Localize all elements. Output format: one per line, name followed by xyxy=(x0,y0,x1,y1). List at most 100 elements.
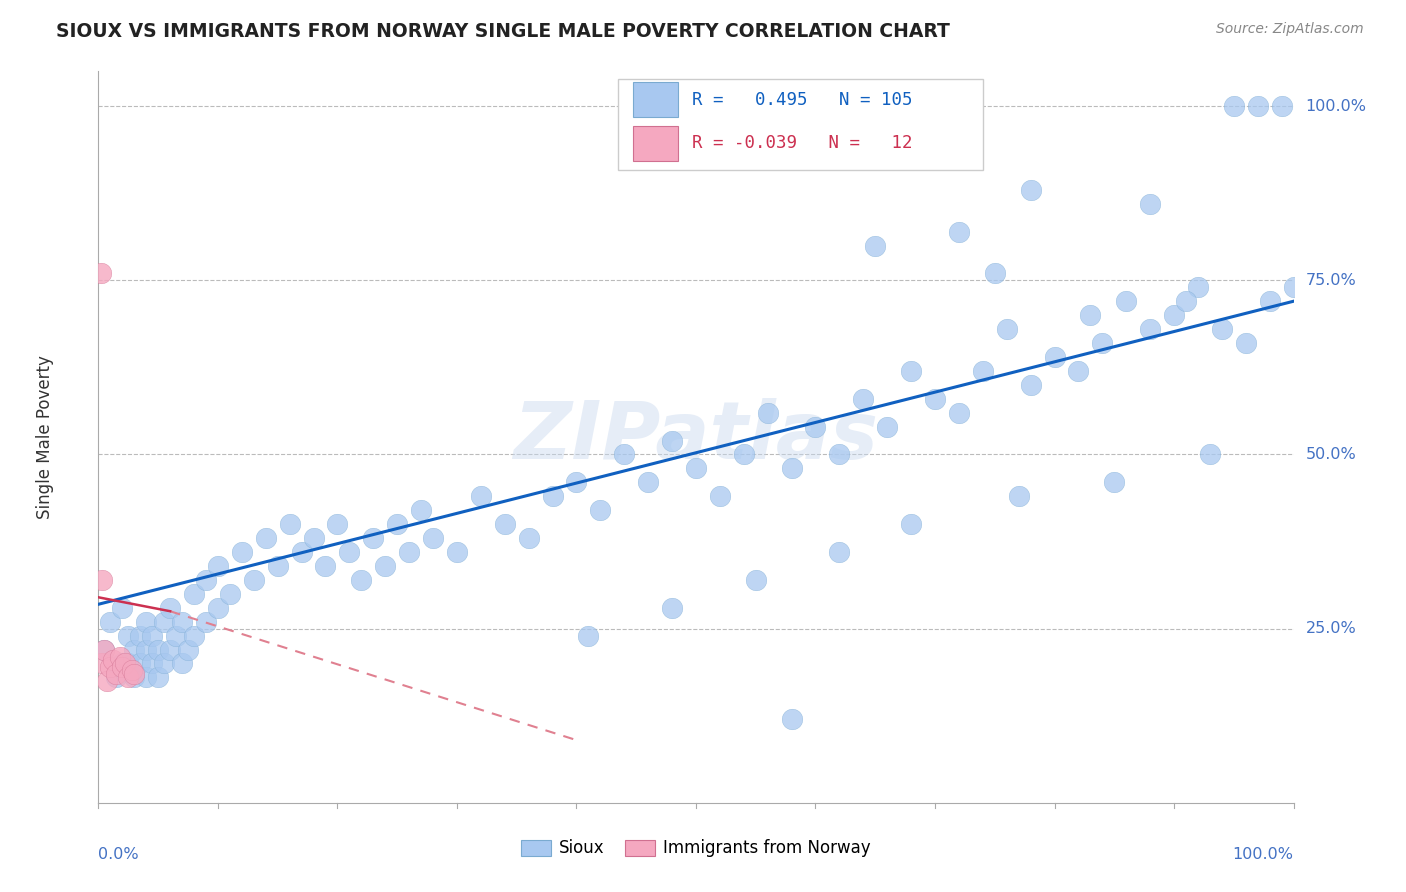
Point xyxy=(411,503,433,517)
Point xyxy=(153,657,176,671)
Point xyxy=(207,558,229,573)
Point xyxy=(159,642,181,657)
Text: 100.0%: 100.0% xyxy=(1306,99,1367,113)
Point xyxy=(828,545,851,559)
Point xyxy=(117,629,139,643)
Point xyxy=(363,531,385,545)
Point xyxy=(972,364,994,378)
Point xyxy=(1271,99,1294,113)
Point xyxy=(661,434,683,448)
Point xyxy=(1019,183,1042,197)
Point xyxy=(1187,280,1209,294)
Point xyxy=(470,489,492,503)
Point xyxy=(291,545,314,559)
Text: R = -0.039   N =   12: R = -0.039 N = 12 xyxy=(692,135,912,153)
Point xyxy=(398,545,420,559)
Point xyxy=(1223,99,1246,113)
Point xyxy=(733,448,755,462)
Point xyxy=(117,670,139,684)
Point xyxy=(231,545,253,559)
Point xyxy=(195,615,218,629)
Point xyxy=(195,573,218,587)
Point xyxy=(135,615,157,629)
Point xyxy=(900,517,922,532)
Point xyxy=(1211,322,1233,336)
Point xyxy=(1067,364,1090,378)
Point xyxy=(207,600,229,615)
Point xyxy=(780,712,803,726)
Point xyxy=(756,406,779,420)
Point xyxy=(948,225,970,239)
Point xyxy=(183,629,205,643)
Text: 25.0%: 25.0% xyxy=(1306,621,1357,636)
Point xyxy=(148,642,170,657)
Point xyxy=(828,448,851,462)
Point xyxy=(589,503,612,517)
Point xyxy=(1080,308,1102,322)
Point xyxy=(153,615,176,629)
Point xyxy=(90,266,112,280)
Point xyxy=(165,629,187,643)
Point xyxy=(804,419,827,434)
Point xyxy=(1199,448,1222,462)
Point xyxy=(111,657,134,671)
Point xyxy=(422,531,444,545)
Point xyxy=(446,545,468,559)
Text: 50.0%: 50.0% xyxy=(1306,447,1357,462)
Point xyxy=(900,364,922,378)
Point xyxy=(852,392,875,406)
Point xyxy=(517,531,540,545)
Point xyxy=(924,392,946,406)
Point xyxy=(326,517,349,532)
Point xyxy=(159,600,181,615)
Point xyxy=(111,600,134,615)
Point xyxy=(135,642,157,657)
Point xyxy=(1091,336,1114,351)
Point xyxy=(1104,475,1126,490)
Text: R =   0.495   N = 105: R = 0.495 N = 105 xyxy=(692,90,912,109)
Text: 0.0%: 0.0% xyxy=(98,847,139,862)
Point xyxy=(177,642,200,657)
Point xyxy=(129,629,152,643)
Point xyxy=(148,670,170,684)
Point xyxy=(385,517,409,532)
Point xyxy=(541,489,564,503)
Point xyxy=(124,642,146,657)
Point xyxy=(172,657,194,671)
Point xyxy=(267,558,290,573)
Bar xyxy=(633,126,678,161)
Point xyxy=(108,649,131,664)
Point xyxy=(1282,280,1305,294)
Point xyxy=(124,670,146,684)
Point xyxy=(374,558,396,573)
Point xyxy=(1019,377,1042,392)
Point xyxy=(995,322,1018,336)
Point xyxy=(121,664,143,678)
Point xyxy=(1163,308,1185,322)
Point xyxy=(96,673,118,688)
Point xyxy=(780,461,803,475)
Text: SIOUX VS IMMIGRANTS FROM NORWAY SINGLE MALE POVERTY CORRELATION CHART: SIOUX VS IMMIGRANTS FROM NORWAY SINGLE M… xyxy=(56,22,950,41)
Text: Single Male Poverty: Single Male Poverty xyxy=(35,355,53,519)
Point xyxy=(1175,294,1198,309)
Point xyxy=(876,419,898,434)
Text: ZIPatlas: ZIPatlas xyxy=(513,398,879,476)
Point xyxy=(984,266,1007,280)
Point xyxy=(1247,99,1270,113)
Point xyxy=(1139,322,1161,336)
Point xyxy=(254,531,277,545)
Point xyxy=(1115,294,1137,309)
Point xyxy=(114,657,136,671)
Point xyxy=(661,600,683,615)
Point xyxy=(948,406,970,420)
Point xyxy=(1008,489,1031,503)
Point xyxy=(745,573,768,587)
Point xyxy=(98,660,122,674)
Point xyxy=(141,629,163,643)
Point xyxy=(93,642,115,657)
Point xyxy=(613,448,636,462)
Point xyxy=(91,657,114,671)
Point xyxy=(350,573,373,587)
Point xyxy=(183,587,205,601)
Point xyxy=(172,615,194,629)
